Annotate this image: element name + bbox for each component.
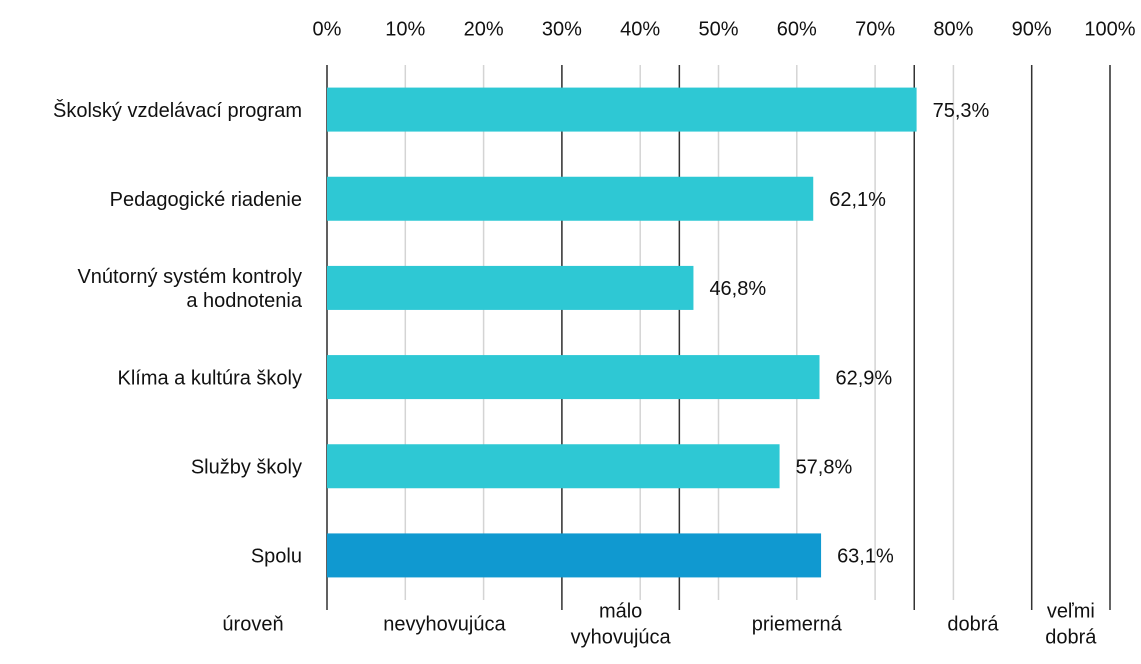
x-tick-label: 70%	[855, 18, 895, 40]
x-tick-label: 90%	[1012, 18, 1052, 40]
level-label: dobrá	[1045, 626, 1097, 648]
category-label: a hodnotenia	[186, 290, 303, 312]
x-tick-label: 100%	[1084, 18, 1135, 40]
category-label: Vnútorný systém kontroly	[77, 266, 302, 288]
value-label: 57,8%	[796, 457, 853, 479]
value-label: 46,8%	[709, 278, 766, 300]
level-label: vyhovujúca	[571, 626, 672, 648]
x-tick-label: 20%	[464, 18, 504, 40]
bar	[327, 533, 822, 578]
category-label: Klíma a kultúra školy	[117, 367, 302, 389]
value-label: 62,1%	[829, 189, 886, 211]
category-label: Pedagogické riadenie	[110, 189, 302, 211]
category-label: Školský vzdelávací program	[53, 99, 302, 122]
level-axis-label: úroveň	[222, 613, 283, 635]
x-tick-label: 10%	[385, 18, 425, 40]
level-label: dobrá	[947, 613, 999, 635]
bar	[327, 444, 780, 489]
value-label: 63,1%	[837, 546, 894, 568]
level-label: nevyhovujúca	[383, 613, 506, 635]
level-label: veľmi	[1047, 600, 1095, 622]
value-label: 62,9%	[836, 367, 893, 389]
category-label: Služby školy	[191, 457, 302, 479]
level-label: málo	[599, 600, 642, 622]
x-tick-label: 60%	[777, 18, 817, 40]
bar	[327, 176, 814, 221]
x-tick-label: 40%	[620, 18, 660, 40]
bar	[327, 87, 917, 132]
bar	[327, 355, 820, 400]
level-label: priemerná	[752, 613, 843, 635]
value-label: 75,3%	[933, 100, 990, 122]
x-tick-label: 30%	[542, 18, 582, 40]
category-label: Spolu	[251, 546, 302, 568]
x-tick-label: 80%	[933, 18, 973, 40]
x-tick-label: 0%	[313, 18, 342, 40]
x-tick-label: 50%	[698, 18, 738, 40]
bar	[327, 265, 694, 310]
